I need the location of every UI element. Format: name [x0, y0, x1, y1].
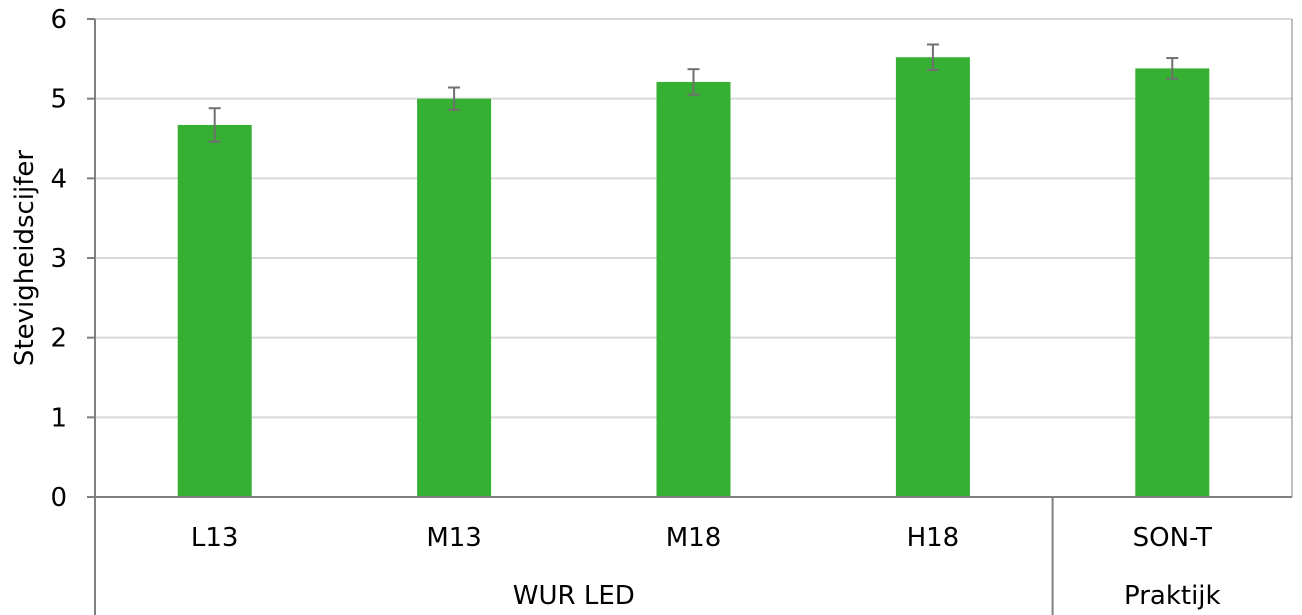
y-tick-label-2: 2 — [50, 324, 67, 354]
x-group-label-0: WUR LED — [513, 581, 635, 611]
x-category-label-0: L13 — [191, 523, 239, 553]
x-category-label-4: SON-T — [1133, 523, 1212, 553]
y-tick-label-4: 4 — [50, 164, 67, 194]
x-group-label-1: Praktijk — [1124, 581, 1221, 611]
y-tick-label-3: 3 — [50, 244, 67, 274]
y-tick-label-1: 1 — [50, 403, 67, 433]
axes — [87, 18, 1293, 615]
error-bars — [208, 43, 1179, 143]
bars — [177, 57, 1210, 498]
x-category-label-3: H18 — [907, 523, 960, 553]
y-axis-title: Stevigheidscijfer — [10, 150, 40, 366]
x-category-label-2: M18 — [666, 523, 722, 553]
y-tick-label-0: 0 — [50, 483, 67, 513]
bar-h18 — [895, 57, 970, 498]
y-tick-labels: 0 1 2 3 4 5 6 — [50, 5, 67, 513]
bar-l13 — [177, 124, 252, 497]
y-tick-label-6: 6 — [50, 5, 67, 35]
x-category-labels: L13 M13 M18 H18 SON-T — [191, 523, 1212, 553]
x-category-label-1: M13 — [426, 523, 482, 553]
bar-son-t — [1135, 68, 1210, 497]
bar-m18 — [656, 81, 731, 497]
bar-m13 — [417, 98, 492, 498]
x-group-labels: WUR LED Praktijk — [513, 581, 1221, 611]
y-tick-label-5: 5 — [50, 85, 67, 115]
